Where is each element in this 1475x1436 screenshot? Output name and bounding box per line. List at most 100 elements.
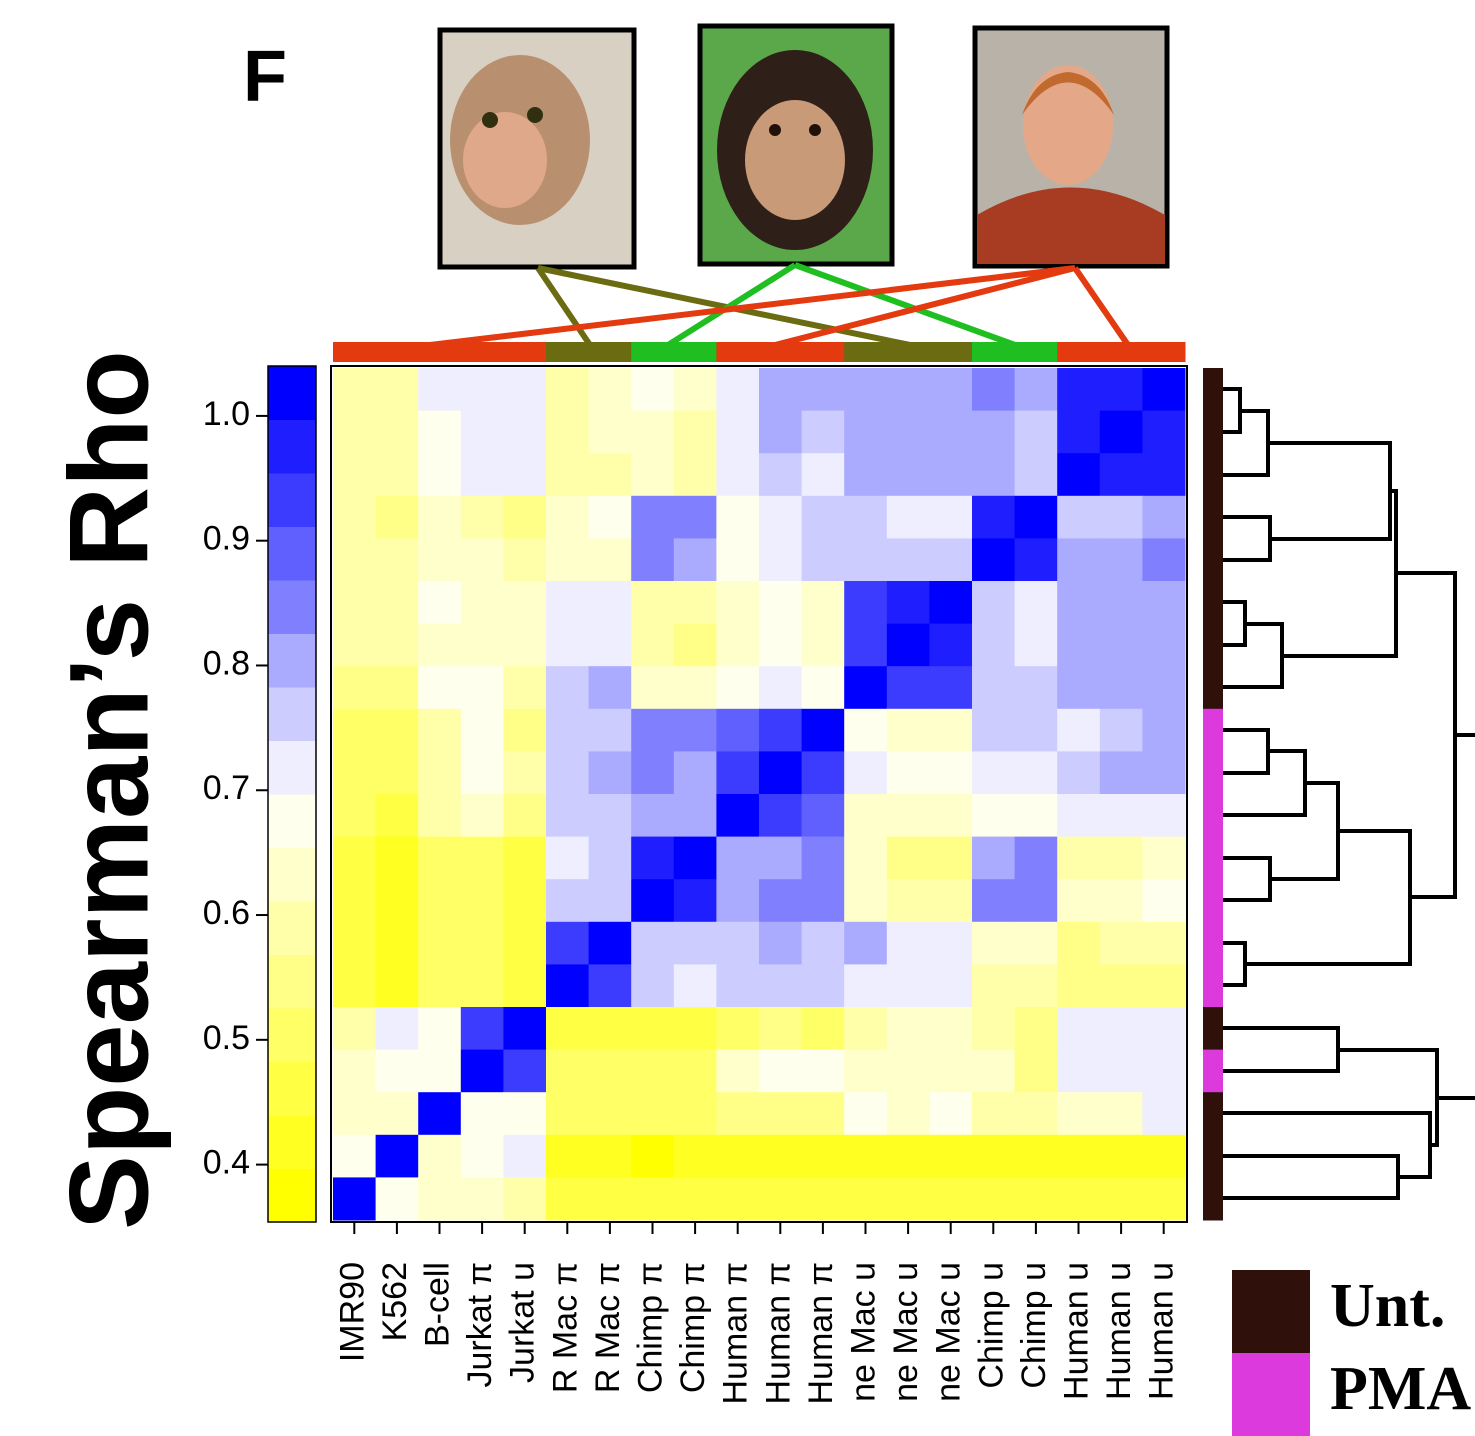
- heatmap-cell: [673, 623, 717, 667]
- colorbar-bin: [268, 1061, 316, 1116]
- colorbar-bin: [268, 1008, 316, 1062]
- heatmap-cell: [588, 1049, 632, 1093]
- species-bar: [716, 342, 760, 362]
- species-bar: [503, 342, 547, 362]
- heatmap-cell: [716, 453, 760, 497]
- species-bar: [588, 342, 632, 362]
- heatmap-cell: [1099, 1049, 1143, 1093]
- heatmap-cell: [1014, 538, 1058, 582]
- heatmap-cell: [1014, 708, 1058, 752]
- heatmap-cell: [375, 1134, 419, 1178]
- x-tick-label: Chimp u: [1015, 1262, 1053, 1389]
- heatmap-cell: [1014, 666, 1058, 710]
- heatmap-cell: [588, 666, 632, 710]
- legend-swatch: [1232, 1353, 1310, 1436]
- heatmap-cell: [929, 1007, 973, 1051]
- heatmap-cell: [1142, 1049, 1186, 1093]
- heatmap-cell: [375, 708, 419, 752]
- heatmap-cell: [1099, 794, 1143, 838]
- heatmap-cell: [801, 1007, 845, 1051]
- heatmap-cell: [972, 964, 1016, 1008]
- heatmap-cell: [929, 921, 973, 965]
- heatmap-cell: [1099, 1092, 1143, 1136]
- heatmap-cell: [929, 1177, 973, 1221]
- heatmap-cell: [333, 410, 377, 454]
- heatmap-cell: [1142, 879, 1186, 923]
- heatmap-cell: [759, 623, 803, 667]
- heatmap-cell: [375, 794, 419, 838]
- species-bar: [1014, 342, 1058, 362]
- heatmap-cell: [460, 623, 504, 667]
- treatment-bar: [1203, 368, 1223, 412]
- treatment-bar: [1203, 1134, 1223, 1178]
- x-tick-label: Human π: [759, 1262, 797, 1405]
- treatment-bar: [1203, 495, 1223, 539]
- heatmap-cell: [1099, 921, 1143, 965]
- heatmap-cell: [759, 1007, 803, 1051]
- heatmap-cell: [929, 581, 973, 625]
- heatmap-cell: [333, 751, 377, 795]
- heatmap-cell: [418, 666, 462, 710]
- treatment-bar: [1203, 1177, 1223, 1221]
- heatmap-cell: [1057, 1134, 1101, 1178]
- heatmap-cell: [631, 708, 675, 752]
- heatmap-cell: [1014, 921, 1058, 965]
- heatmap-cell: [673, 1049, 717, 1093]
- heatmap-cell: [759, 581, 803, 625]
- heatmap-cell: [886, 751, 930, 795]
- heatmap-cell: [1142, 453, 1186, 497]
- heatmap-cell: [418, 921, 462, 965]
- heatmap-cell: [673, 751, 717, 795]
- heatmap-cell: [631, 623, 675, 667]
- heatmap-cell: [503, 1177, 547, 1221]
- heatmap-cell: [1099, 495, 1143, 539]
- heatmap-cell: [631, 836, 675, 880]
- heatmap-cell: [886, 1092, 930, 1136]
- colorbar-tick-label: 0.5: [203, 1019, 250, 1057]
- heatmap-cell: [801, 708, 845, 752]
- heatmap-cell: [972, 751, 1016, 795]
- heatmap-cell: [546, 1049, 590, 1093]
- heatmap-cell: [1014, 1049, 1058, 1093]
- heatmap-cell: [1099, 1134, 1143, 1178]
- heatmap-cell: [503, 453, 547, 497]
- heatmap-cell: [460, 751, 504, 795]
- heatmap-cell: [673, 964, 717, 1008]
- heatmap-cell: [1057, 368, 1101, 412]
- heatmap-cell: [1099, 581, 1143, 625]
- colorbar-tick-label: 0.7: [203, 769, 250, 807]
- heatmap-cell: [588, 495, 632, 539]
- heatmap-cell: [588, 1134, 632, 1178]
- treatment-bar: [1203, 879, 1223, 923]
- species-bar: [631, 342, 675, 362]
- heatmap-cell: [333, 538, 377, 582]
- heatmap-cell: [460, 666, 504, 710]
- heatmap-cell: [588, 1092, 632, 1136]
- heatmap-cell: [1014, 1177, 1058, 1221]
- heatmap-cell: [1099, 1177, 1143, 1221]
- colorbar-bin: [268, 580, 316, 634]
- heatmap-cell: [673, 410, 717, 454]
- heatmap-cell: [503, 964, 547, 1008]
- dendrogram: [1222, 387, 1475, 1200]
- heatmap-cell: [631, 751, 675, 795]
- heatmap-cell: [588, 751, 632, 795]
- x-tick-label: ne Mac u: [844, 1262, 882, 1402]
- heatmap-cell: [460, 1007, 504, 1051]
- heatmap-cell: [972, 1177, 1016, 1221]
- heatmap-cell: [972, 1049, 1016, 1093]
- species-bar: [801, 342, 845, 362]
- heatmap-cell: [1099, 708, 1143, 752]
- heatmap-cell: [546, 964, 590, 1008]
- heatmap-cell: [631, 1049, 675, 1093]
- heatmap-cell: [1057, 708, 1101, 752]
- heatmap-cell: [759, 794, 803, 838]
- heatmap-cell: [418, 410, 462, 454]
- heatmap-cell: [1142, 964, 1186, 1008]
- heatmap-cell: [546, 751, 590, 795]
- heatmap-cell: [375, 666, 419, 710]
- heatmap-cell: [418, 581, 462, 625]
- heatmap-cell: [631, 879, 675, 923]
